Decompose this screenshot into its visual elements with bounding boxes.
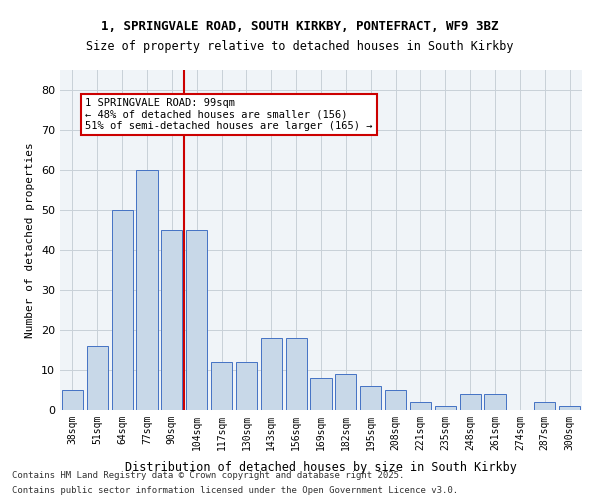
Bar <box>136 170 158 410</box>
Text: Size of property relative to detached houses in South Kirkby: Size of property relative to detached ho… <box>86 40 514 53</box>
Bar <box>112 210 133 410</box>
Bar <box>186 230 207 410</box>
Text: Contains public sector information licensed under the Open Government Licence v3: Contains public sector information licen… <box>12 486 458 495</box>
Text: 1, SPRINGVALE ROAD, SOUTH KIRKBY, PONTEFRACT, WF9 3BZ: 1, SPRINGVALE ROAD, SOUTH KIRKBY, PONTEF… <box>101 20 499 33</box>
Bar <box>534 402 555 410</box>
Bar <box>211 362 232 410</box>
Bar <box>335 374 356 410</box>
Bar <box>435 406 456 410</box>
Text: 1 SPRINGVALE ROAD: 99sqm
← 48% of detached houses are smaller (156)
51% of semi-: 1 SPRINGVALE ROAD: 99sqm ← 48% of detach… <box>85 98 373 131</box>
Bar <box>460 394 481 410</box>
Y-axis label: Number of detached properties: Number of detached properties <box>25 142 35 338</box>
Bar <box>161 230 182 410</box>
Bar <box>360 386 381 410</box>
Bar <box>310 378 332 410</box>
Bar <box>385 390 406 410</box>
X-axis label: Distribution of detached houses by size in South Kirkby: Distribution of detached houses by size … <box>125 461 517 474</box>
Bar <box>286 338 307 410</box>
Bar <box>559 406 580 410</box>
Bar <box>87 346 108 410</box>
Bar <box>261 338 282 410</box>
Bar <box>236 362 257 410</box>
Bar <box>484 394 506 410</box>
Bar <box>62 390 83 410</box>
Text: Contains HM Land Registry data © Crown copyright and database right 2025.: Contains HM Land Registry data © Crown c… <box>12 471 404 480</box>
Bar <box>410 402 431 410</box>
